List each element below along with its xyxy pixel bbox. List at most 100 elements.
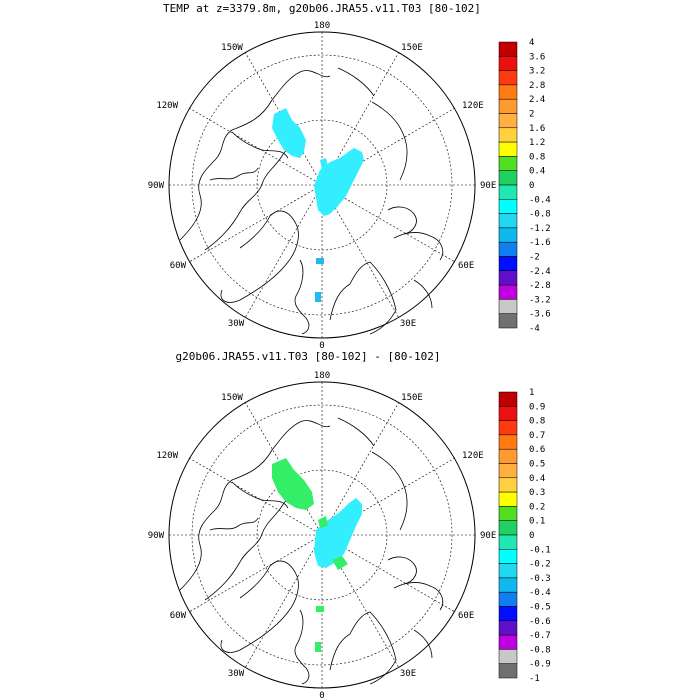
svg-text:30E: 30E (400, 319, 416, 329)
panel-2-difference-field (272, 458, 362, 652)
svg-text:90W: 90W (148, 531, 165, 541)
svg-text:120E: 120E (462, 101, 484, 111)
colorbar-swatch (498, 113, 518, 129)
colorbar-swatch (498, 213, 518, 229)
colorbar-swatch (498, 477, 518, 493)
panel-1-field-blob-nw (272, 108, 306, 158)
colorbar-swatch (498, 56, 518, 71)
colorbar-tick-label: 0.5 (529, 460, 545, 470)
colorbar-tick-label: 2.8 (529, 81, 545, 91)
colorbar-swatch (498, 406, 518, 421)
panel-1-title: TEMP at z=3379.8m, g20b06.JRA55.v11.T03 … (163, 2, 481, 15)
colorbar-swatch (498, 606, 518, 622)
colorbar-tick-label: 1.6 (529, 124, 545, 134)
colorbar-tick-label: 0.8 (529, 417, 545, 427)
colorbar-swatch (498, 563, 518, 579)
colorbar-swatch (498, 199, 518, 214)
colorbar-swatch (498, 420, 518, 436)
svg-text:60E: 60E (458, 611, 474, 621)
colorbar-tick-label: 0.4 (529, 167, 545, 177)
svg-text:90E: 90E (480, 181, 496, 191)
colorbar-swatch (498, 620, 518, 636)
colorbar-swatch (498, 391, 518, 407)
colorbar-tick-label: -2 (529, 253, 540, 263)
colorbar-swatch (498, 534, 518, 550)
colorbar-tick-label: -0.5 (529, 603, 551, 613)
colorbar-swatch (498, 434, 518, 450)
colorbar-swatch (498, 241, 518, 257)
panel-2-title: g20b06.JRA55.v11.T03 [80-102] - [80-102] (176, 350, 441, 363)
colorbar-tick-label: 0.6 (529, 445, 545, 455)
colorbar-tick-label: -3.6 (529, 310, 551, 320)
panel-1-map (168, 31, 476, 339)
colorbar-swatch (498, 98, 518, 114)
colorbar-tick-label: -0.3 (529, 574, 551, 584)
colorbar-swatch (498, 284, 518, 300)
panel-2: g20b06.JRA55.v11.T03 [80-102] - [80-102] (148, 350, 551, 700)
colorbar-tick-label: -0.8 (529, 645, 551, 655)
svg-text:150W: 150W (221, 43, 243, 53)
colorbar-swatch (498, 70, 518, 86)
colorbar-tick-label: 0.3 (529, 488, 545, 498)
svg-text:180: 180 (314, 21, 330, 31)
colorbar-tick-label: 1.2 (529, 138, 545, 148)
panel-2-field-blob-nw (272, 458, 314, 510)
svg-text:150E: 150E (401, 393, 423, 403)
panel-1-field-spot-2 (315, 292, 321, 302)
panel-1-coastlines (179, 67, 444, 335)
colorbar-tick-label: -2.8 (529, 281, 551, 291)
colorbar-tick-label: 0 (529, 531, 534, 541)
colorbar-tick-label: -0.4 (529, 195, 551, 205)
colorbar-tick-label: -3.2 (529, 295, 551, 305)
colorbar-tick-label: -0.2 (529, 560, 551, 570)
panel-2-field-blob-center-green (332, 556, 348, 570)
colorbar-swatch (498, 549, 518, 564)
colorbar-swatch (498, 663, 518, 679)
colorbar-tick-label: -1.6 (529, 238, 551, 248)
panel-1-lon-labels: 180 0 90W 90E 150W 120W 150E 120E 60W 30… (148, 21, 497, 351)
panel-2-field-spot-1 (316, 606, 324, 612)
panel-2-field-blob-center (314, 498, 362, 568)
panel-2-lon-labels: 180 0 90W 90E 150W 120W 150E 120E 60W 30… (148, 371, 497, 700)
colorbar-tick-label: 0.1 (529, 517, 545, 527)
panel-2-field-spot-2 (315, 642, 321, 652)
panel-2-map (168, 381, 476, 689)
svg-text:120W: 120W (156, 451, 178, 461)
svg-text:90W: 90W (148, 181, 165, 191)
svg-text:120W: 120W (156, 101, 178, 111)
colorbar-swatch (498, 270, 518, 286)
svg-text:180: 180 (314, 371, 330, 381)
colorbar-tick-label: -0.7 (529, 631, 551, 641)
colorbar-tick-label: 1 (529, 388, 534, 398)
panel-1-field-blob-small (320, 158, 328, 170)
panel-2-field-blob-small (318, 516, 328, 528)
colorbar-tick-label: -0.8 (529, 210, 551, 220)
colorbar-swatch (498, 184, 518, 200)
colorbar-swatch (498, 448, 518, 464)
colorbar-tick-label: 0.4 (529, 474, 545, 484)
svg-text:30E: 30E (400, 669, 416, 679)
svg-text:0: 0 (319, 691, 324, 700)
colorbar-swatch (498, 491, 518, 507)
panel-1-anomaly-field (272, 108, 364, 302)
svg-text:150E: 150E (401, 43, 423, 53)
colorbar-swatch (498, 84, 518, 100)
colorbar-swatch (498, 634, 518, 650)
colorbar-tick-label: -0.6 (529, 617, 551, 627)
svg-text:30W: 30W (228, 669, 245, 679)
colorbar-swatch (498, 313, 518, 329)
colorbar-tick-label: 0.8 (529, 152, 545, 162)
colorbar-tick-label: 3.2 (529, 67, 545, 77)
svg-text:120E: 120E (462, 451, 484, 461)
colorbar-swatch (498, 141, 518, 157)
svg-text:30W: 30W (228, 319, 245, 329)
svg-text:60W: 60W (170, 261, 187, 271)
colorbar-tick-label: 2.4 (529, 95, 545, 105)
colorbar-tick-label: 0 (529, 181, 534, 191)
colorbar-swatch (498, 649, 518, 664)
panel-2-colorbar: 1 0.9 0.8 0.7 0.6 0.5 0.4 0.3 0.2 0.1 0 -0.1 -0.2 -0.… (498, 388, 551, 684)
colorbar-swatch (498, 591, 518, 607)
svg-text:60W: 60W (170, 611, 187, 621)
panel-1-colorbar: 4 3.6 3.2 2.8 2.4 2 1.6 1.2 0.8 0.4 0 -0.4 -0.8 -1.2 -… (498, 38, 551, 334)
colorbar-swatch (498, 256, 518, 272)
